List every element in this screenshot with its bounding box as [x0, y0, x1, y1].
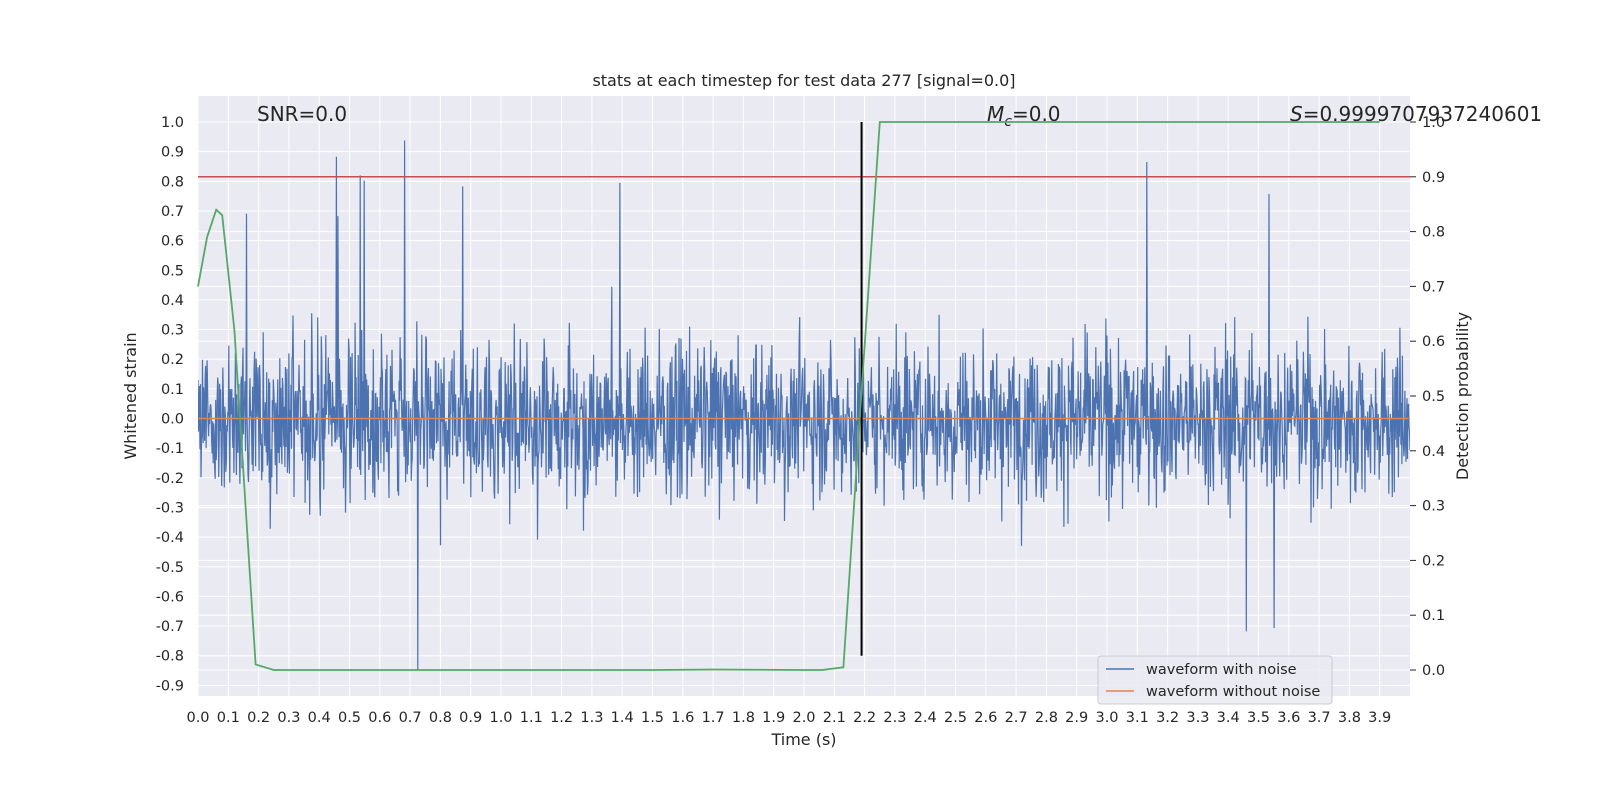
y-tick-label: 0.4 [161, 293, 184, 309]
chart-title: stats at each timestep for test data 277… [592, 71, 1015, 90]
x-tick-label: 2.6 [974, 710, 997, 726]
x-tick-label: 2.5 [944, 710, 967, 726]
y-tick-label: 0.0 [161, 412, 184, 428]
y-tick-label: -0.4 [156, 530, 184, 546]
x-tick-label: 2.4 [914, 710, 937, 726]
y2-tick-label: 0.3 [1422, 499, 1445, 515]
x-tick-label: 3.5 [1247, 710, 1270, 726]
y2-tick-label: 0.8 [1422, 225, 1445, 241]
y2-tick-label: 1.0 [1422, 115, 1445, 131]
x-tick-label: 2.7 [1005, 710, 1028, 726]
y2-tick-label: 0.4 [1422, 444, 1445, 460]
x-tick-label: 0.2 [247, 710, 270, 726]
x-tick-label: 2.8 [1035, 710, 1058, 726]
x-tick-label: 0.4 [308, 710, 331, 726]
y-tick-label: 1.0 [161, 115, 184, 131]
x-tick-label: 1.1 [520, 710, 543, 726]
x-tick-label: 3.0 [1095, 710, 1118, 726]
x-tick-label: 2.3 [883, 710, 906, 726]
x-tick-label: 0.0 [186, 710, 209, 726]
y2-axis: 1.0 0.9 0.8 0.7 0.6 0.5 0.4 0.3 0.2 0.1 0.0 [1410, 115, 1445, 679]
x-tick-label: 0.8 [429, 710, 452, 726]
legend: waveform with noise waveform without noi… [1097, 655, 1333, 705]
x-tick-label: 3.9 [1368, 710, 1391, 726]
y-tick-label: 0.8 [161, 174, 184, 190]
x-tick-label: 1.7 [702, 710, 725, 726]
x-tick-label: 0.7 [399, 710, 422, 726]
y2-tick-label: 0.2 [1422, 553, 1445, 569]
series-detection-probability [197, 121, 1380, 671]
y-tick-label: 0.6 [161, 234, 184, 250]
y2-tick-label: 0.9 [1422, 170, 1445, 186]
x-tick-label: 0.5 [338, 710, 361, 726]
x-tick-label: 2.9 [1065, 710, 1088, 726]
y2-tick-label: 0.1 [1422, 608, 1445, 624]
y-tick-label: -0.3 [156, 500, 184, 516]
y-axis-label: Whitened strain [121, 332, 140, 459]
x-tick-label: 2.2 [853, 710, 876, 726]
y-tick-label: 0.5 [161, 263, 184, 279]
y-tick-label: -0.5 [156, 560, 184, 576]
legend-label-waveform-with-noise: waveform with noise [1146, 662, 1297, 678]
snr-annotation: SNR=0.0 [257, 102, 347, 126]
y2-tick-label: 0.0 [1422, 663, 1445, 679]
x-tick-label: 1.8 [732, 710, 755, 726]
x-tick-label: 3.1 [1126, 710, 1149, 726]
y-tick-label: -0.8 [156, 649, 184, 665]
plot-area [198, 122, 1410, 671]
y2-axis-label: Detection probability [1453, 312, 1472, 480]
x-tick-label: 1.0 [489, 710, 512, 726]
x-tick-label: 3.4 [1217, 710, 1240, 726]
y-tick-label: 0.7 [161, 204, 184, 220]
series-waveform-with-noise [198, 140, 1410, 671]
x-tick-label: 3.8 [1338, 710, 1361, 726]
y2-tick-label: 0.7 [1422, 279, 1445, 295]
s-symbol: S [1290, 102, 1303, 126]
x-tick-label: 0.9 [459, 710, 482, 726]
y-tick-label: 0.9 [161, 145, 184, 161]
x-tick-label: 0.1 [217, 710, 240, 726]
x-tick-label: 3.2 [1156, 710, 1179, 726]
x-tick-label: 1.5 [641, 710, 664, 726]
y2-tick-label: 0.6 [1422, 334, 1445, 350]
y-tick-label: -0.7 [156, 619, 184, 635]
y-tick-label: -0.2 [156, 471, 184, 487]
x-tick-label: 1.6 [671, 710, 694, 726]
x-tick-label: 1.4 [611, 710, 634, 726]
x-axis: 0.0 0.1 0.2 0.3 0.4 0.5 0.6 0.7 0.8 0.9 1.0 1.1 1.2 1… [186, 710, 1391, 726]
y-tick-label: 0.3 [161, 323, 184, 339]
y-axis: 1.0 0.9 0.8 0.7 0.6 0.5 0.4 0.3 0.2 0.1 0.0 -0.1 -0.… [156, 115, 184, 694]
x-tick-label: 3.7 [1308, 710, 1331, 726]
x-axis-label: Time (s) [770, 730, 836, 749]
x-tick-label: 0.6 [368, 710, 391, 726]
mc-annotation: Mc=0.0 [987, 102, 1061, 130]
x-tick-label: 3.6 [1277, 710, 1300, 726]
mc-symbol: M [987, 102, 1004, 126]
y-tick-label: -0.9 [156, 678, 184, 694]
x-tick-label: 2.0 [792, 710, 815, 726]
y2-tick-label: 0.5 [1422, 389, 1445, 405]
x-tick-label: 1.3 [580, 710, 603, 726]
x-tick-label: 1.9 [762, 710, 785, 726]
y-tick-label: -0.1 [156, 441, 184, 457]
x-tick-label: 0.3 [277, 710, 300, 726]
x-tick-label: 2.1 [823, 710, 846, 726]
x-tick-label: 3.3 [1186, 710, 1209, 726]
x-tick-label: 1.2 [550, 710, 573, 726]
y-tick-label: 0.2 [161, 352, 184, 368]
legend-box [1097, 655, 1333, 705]
y-tick-label: 0.1 [161, 382, 184, 398]
legend-label-waveform-without-noise: waveform without noise [1146, 684, 1320, 700]
y-tick-label: -0.6 [156, 589, 184, 605]
